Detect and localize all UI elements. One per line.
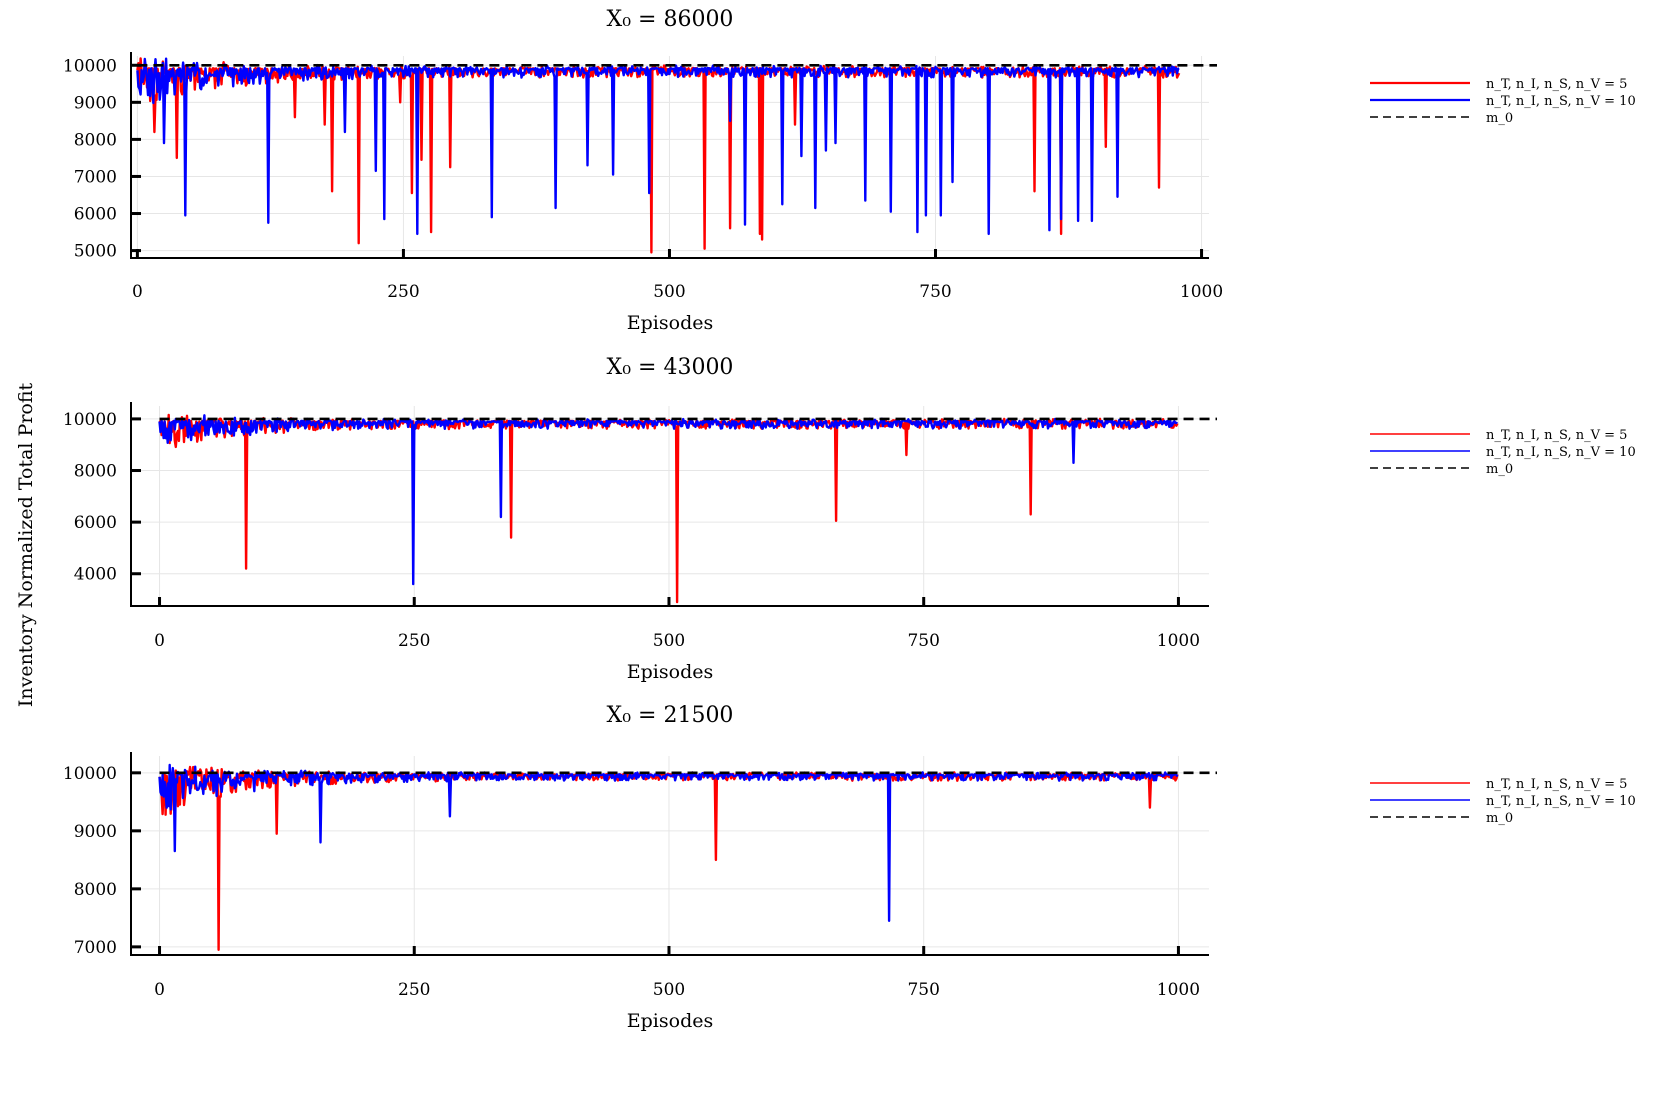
x-tick-label: 250 [398,980,430,1000]
legend: n_T, n_I, n_S, n_V = 5 n_T, n_I, n_S, n_V… [1370,77,1636,126]
y-tick-label: 6000 [74,513,117,533]
chart-panel-1: 0 250 500 750 1000 5000 6000 7000 8000 9000 10000 X… [63,7,1636,334]
chart-panel-2: 0 250 500 750 1000 4000 6000 8000 10000 X₀ = 4300… [63,355,1636,683]
y-tick-label: 7000 [74,938,117,958]
x-tick-label: 0 [132,282,143,302]
x-tick-label: 500 [653,980,685,1000]
series-line-n10 [158,763,1179,922]
series-line-n5 [136,57,1181,254]
x-tick-label: 1000 [1157,631,1200,651]
y-tick-label: 10000 [63,56,117,76]
y-axis-label: Inventory Normalized Total Profit [15,382,37,707]
chart-panel-3: 0 250 500 750 1000 7000 8000 9000 10000 X₀ = 2150… [63,703,1636,1032]
x-tick-label: 0 [154,980,165,1000]
x-tick-label: 1000 [1157,980,1200,1000]
legend-label: n_T, n_I, n_S, n_V = 10 [1486,94,1636,109]
y-tick-label: 8000 [74,880,117,900]
x-tick-label: 750 [907,980,939,1000]
y-tick-label: 5000 [74,242,117,262]
y-tick-label: 6000 [74,205,117,225]
legend: n_T, n_I, n_S, n_V = 5 n_T, n_I, n_S, n_V… [1370,777,1636,826]
y-tick-label: 9000 [74,822,117,842]
y-tick-label: 4000 [74,565,117,585]
x-tick-label: 750 [907,631,939,651]
series-line-n5 [158,765,1179,951]
x-tick-label: 250 [387,282,419,302]
x-tick-label: 750 [919,282,951,302]
series-line-n10 [158,414,1178,586]
x-tick-label: 500 [653,282,685,302]
legend-label: m_0 [1486,811,1513,826]
x-tick-label: 0 [154,631,165,651]
x-axis-label: Episodes [627,312,713,334]
chart-title: X₀ = 43000 [607,355,734,380]
x-tick-label: 1000 [1180,282,1223,302]
y-tick-label: 10000 [63,764,117,784]
legend-label: n_T, n_I, n_S, n_V = 5 [1486,777,1627,792]
legend-label: m_0 [1486,111,1513,126]
y-tick-label: 7000 [74,167,117,187]
y-tick-label: 8000 [74,462,117,482]
x-tick-label: 500 [653,631,685,651]
y-tick-label: 10000 [63,410,117,430]
legend-label: n_T, n_I, n_S, n_V = 5 [1486,428,1627,443]
chart-title: X₀ = 21500 [607,703,734,728]
chart-title: X₀ = 86000 [607,7,734,32]
series-line-n10 [136,57,1180,236]
x-axis-label: Episodes [627,1010,713,1032]
legend: n_T, n_I, n_S, n_V = 5 n_T, n_I, n_S, n_V… [1370,428,1636,477]
x-tick-label: 250 [398,631,430,651]
legend-label: m_0 [1486,462,1513,477]
y-tick-label: 8000 [74,130,117,150]
legend-label: n_T, n_I, n_S, n_V = 10 [1486,445,1636,460]
x-axis-label: Episodes [627,661,713,683]
y-tick-label: 9000 [74,93,117,113]
legend-label: n_T, n_I, n_S, n_V = 5 [1486,77,1627,92]
legend-label: n_T, n_I, n_S, n_V = 10 [1486,794,1636,809]
